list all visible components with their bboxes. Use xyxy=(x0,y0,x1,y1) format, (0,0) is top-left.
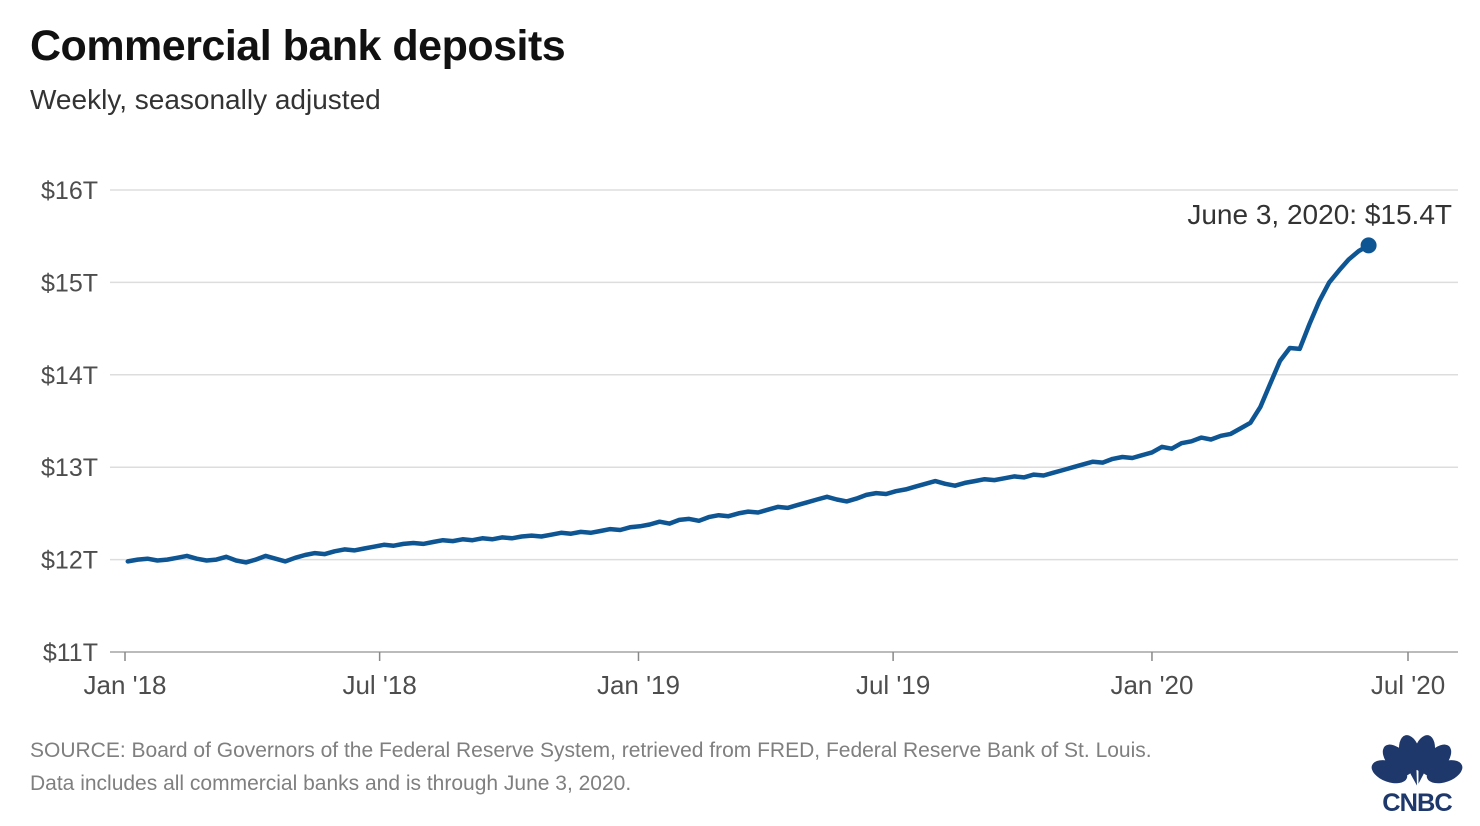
x-tick-label: Jul '20 xyxy=(1371,670,1445,700)
chart-canvas: $16T $15T $14T $13T $12T $11T Jan '18 Jul '18 Ja… xyxy=(41,177,1458,700)
y-tick-label: $11T xyxy=(43,639,98,667)
source-line-2: Data includes all commercial banks and i… xyxy=(30,772,632,795)
x-tick-label: Jan '18 xyxy=(83,670,166,700)
deposits-series-line xyxy=(125,243,1371,565)
x-tick-label: Jan '19 xyxy=(597,670,680,700)
cnbc-wordmark: CNBC xyxy=(1382,789,1452,815)
page-title: Commercial bank deposits xyxy=(30,22,566,70)
source-line-1: SOURCE: Board of Governors of the Federa… xyxy=(30,739,1152,762)
end-point-dot xyxy=(1360,237,1377,254)
last-value-annotation: June 3, 2020: $15.4T xyxy=(1187,199,1452,230)
x-tick-label: Jul '18 xyxy=(342,670,416,700)
x-tick-label: Jan '20 xyxy=(1110,670,1193,700)
chart-subtitle: Weekly, seasonally adjusted xyxy=(30,84,381,115)
y-tick-label: $16T xyxy=(41,177,98,205)
y-tick-label: $13T xyxy=(41,454,98,482)
cnbc-logo: CNBC xyxy=(1371,735,1463,815)
y-tick-label: $15T xyxy=(41,269,98,297)
y-tick-label: $12T xyxy=(41,547,98,575)
y-tick-label: $14T xyxy=(41,362,98,390)
source-note: SOURCE: Board of Governors of the Federa… xyxy=(30,734,1152,800)
peacock-icon xyxy=(1371,735,1463,786)
x-tick-label: Jul '19 xyxy=(856,670,930,700)
